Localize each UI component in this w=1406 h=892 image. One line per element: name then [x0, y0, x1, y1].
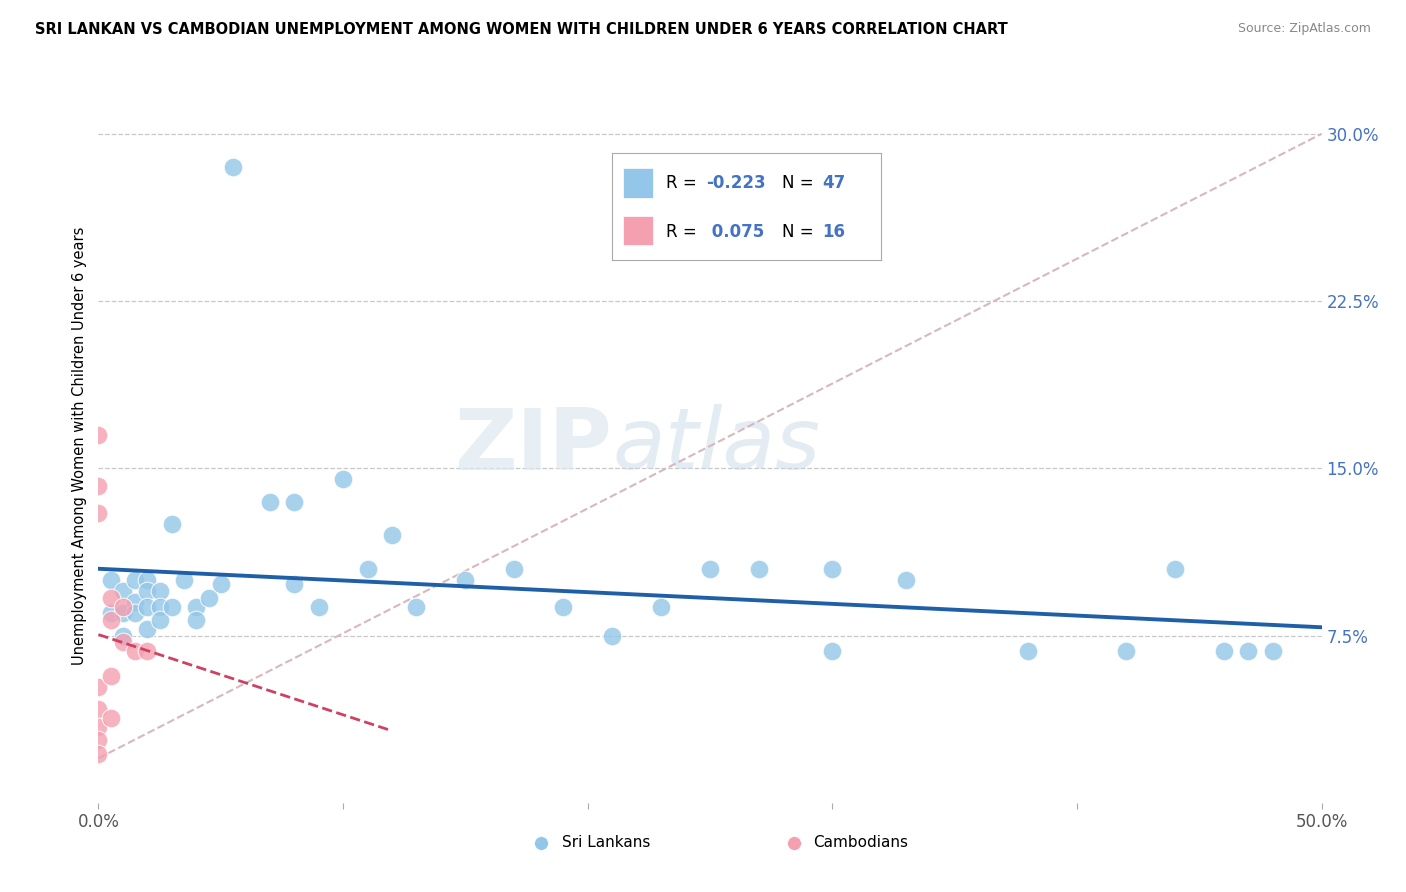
Point: [87, 733, 110, 747]
Point: [454, 573, 477, 587]
Point: [783, 836, 806, 850]
Point: [553, 599, 575, 614]
Point: [87, 720, 110, 734]
Point: [222, 161, 245, 175]
Point: [160, 517, 183, 532]
Point: [186, 599, 208, 614]
Point: [136, 573, 159, 587]
Point: [100, 591, 122, 605]
Point: [1212, 644, 1234, 658]
Point: [136, 599, 159, 614]
Point: [699, 562, 721, 576]
Point: [111, 628, 134, 642]
Text: atlas: atlas: [612, 404, 820, 488]
Point: [100, 669, 122, 683]
Text: ZIP: ZIP: [454, 404, 612, 488]
Point: [136, 583, 159, 598]
Point: [124, 607, 146, 621]
Point: [100, 573, 122, 587]
Point: [136, 622, 159, 636]
Point: [209, 577, 232, 591]
Point: [1237, 644, 1260, 658]
Point: [1164, 562, 1187, 576]
Point: [149, 599, 172, 614]
Point: [332, 473, 354, 487]
Point: [283, 494, 305, 508]
Point: [308, 599, 330, 614]
Point: [1261, 644, 1284, 658]
Point: [149, 613, 172, 627]
Point: [100, 613, 122, 627]
Point: [87, 702, 110, 716]
Point: [87, 680, 110, 694]
Point: [894, 573, 917, 587]
Point: [186, 613, 208, 627]
Point: [87, 506, 110, 520]
Text: Source: ZipAtlas.com: Source: ZipAtlas.com: [1237, 22, 1371, 36]
Point: [197, 591, 219, 605]
Point: [111, 607, 134, 621]
Point: [356, 562, 378, 576]
Point: [111, 583, 134, 598]
Point: [111, 599, 134, 614]
Point: [136, 644, 159, 658]
Y-axis label: Unemployment Among Women with Children Under 6 years: Unemployment Among Women with Children U…: [72, 227, 87, 665]
Point: [124, 644, 146, 658]
Point: [100, 711, 122, 725]
Point: [283, 577, 305, 591]
Point: [87, 747, 110, 761]
Point: [748, 562, 770, 576]
Text: SRI LANKAN VS CAMBODIAN UNEMPLOYMENT AMONG WOMEN WITH CHILDREN UNDER 6 YEARS COR: SRI LANKAN VS CAMBODIAN UNEMPLOYMENT AMO…: [35, 22, 1008, 37]
Point: [87, 479, 110, 493]
Text: Cambodians: Cambodians: [813, 836, 908, 850]
Point: [821, 562, 844, 576]
Point: [530, 836, 553, 850]
Point: [87, 427, 110, 442]
Point: [405, 599, 427, 614]
Point: [1017, 644, 1039, 658]
Point: [381, 528, 404, 542]
Text: Sri Lankans: Sri Lankans: [562, 836, 651, 850]
Point: [821, 644, 844, 658]
Point: [100, 607, 122, 621]
Point: [600, 628, 623, 642]
Point: [124, 595, 146, 609]
Point: [111, 635, 134, 649]
Point: [173, 573, 195, 587]
Point: [1115, 644, 1137, 658]
Point: [259, 494, 281, 508]
Point: [650, 599, 672, 614]
Point: [503, 562, 526, 576]
Point: [160, 599, 183, 614]
Point: [149, 583, 172, 598]
Point: [124, 573, 146, 587]
